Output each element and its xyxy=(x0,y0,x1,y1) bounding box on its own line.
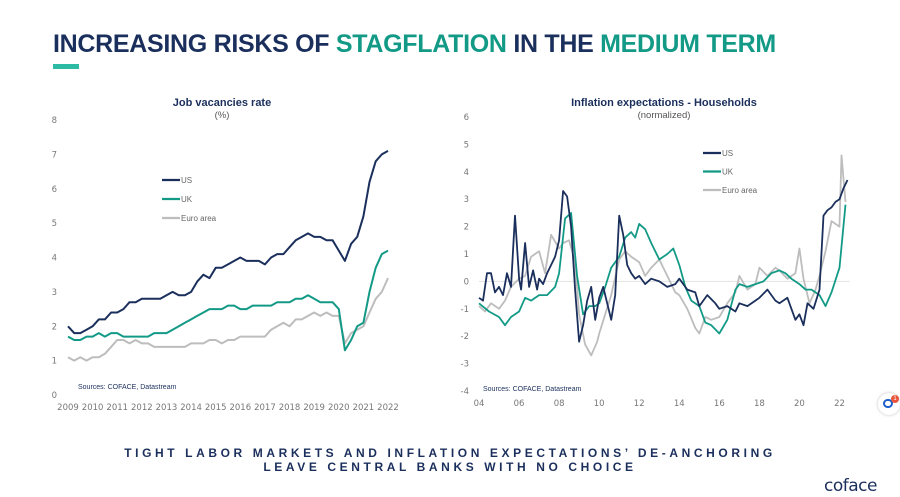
series-line-us xyxy=(67,150,389,335)
x-tick-label: 2020 xyxy=(328,403,350,413)
legend-label: Euro area xyxy=(181,214,217,223)
x-tick-label: 2011 xyxy=(106,403,128,413)
x-tick-label: 04 xyxy=(474,399,485,409)
notification-badge: 1 xyxy=(891,395,899,403)
y-tick-label: 3 xyxy=(464,195,469,205)
x-tick-label: 2018 xyxy=(279,403,301,413)
y-tick-label: 2 xyxy=(464,223,469,233)
chat-widget-button[interactable]: 1 xyxy=(878,393,900,415)
y-tick-label: 0 xyxy=(52,391,57,401)
series-line-uk xyxy=(478,204,847,335)
series-line-us xyxy=(478,179,849,343)
chat-icon xyxy=(883,399,893,408)
x-tick-label: 2015 xyxy=(205,403,227,413)
legend-label: UK xyxy=(181,195,193,204)
legend-label: Euro area xyxy=(722,186,758,195)
title-part-accent: STAGFLATION xyxy=(335,30,507,58)
y-tick-label: 8 xyxy=(52,116,57,126)
y-tick-label: 6 xyxy=(464,113,469,123)
title-part: IN THE xyxy=(506,30,601,58)
chart-title: Job vacancies rate xyxy=(173,97,271,109)
x-tick-label: 10 xyxy=(594,399,605,409)
title-part-accent: MEDIUM TERM xyxy=(600,30,776,58)
x-tick-label: 12 xyxy=(634,399,645,409)
chart-subtitle: (normalized) xyxy=(638,110,691,121)
x-tick-label: 14 xyxy=(674,399,685,409)
y-tick-label: 1 xyxy=(52,357,57,367)
chart-source-note: Sources: COFACE, Datastream xyxy=(483,386,582,393)
x-tick-label: 2019 xyxy=(303,403,325,413)
y-tick-label: -2 xyxy=(461,332,469,342)
y-tick-label: 4 xyxy=(464,168,469,178)
x-tick-label: 2016 xyxy=(229,403,251,413)
y-tick-label: 5 xyxy=(464,140,469,150)
y-tick-label: 6 xyxy=(52,185,57,195)
series-line-uk xyxy=(67,249,389,352)
series-line-euro-area xyxy=(478,154,847,357)
series-line-euro-area xyxy=(67,277,389,362)
x-tick-label: 18 xyxy=(754,399,765,409)
y-tick-label: 2 xyxy=(52,322,57,332)
y-tick-label: 5 xyxy=(52,219,57,229)
x-tick-label: 2014 xyxy=(180,403,202,413)
y-tick-label: 7 xyxy=(52,150,57,160)
page-title: INCREASING RISKS OF STAGFLATION IN THE M… xyxy=(53,30,776,59)
chart-source-note: Sources: COFACE, Datastream xyxy=(78,384,177,391)
x-tick-label: 16 xyxy=(714,399,725,409)
footer-caption: TIGHT LABOR MARKETS AND INFLATION EXPECT… xyxy=(0,446,900,474)
title-underline-bar xyxy=(53,64,79,69)
legend-label: UK xyxy=(722,168,734,177)
x-tick-label: 2010 xyxy=(82,403,104,413)
inflation-expectations-chart: Inflation expectations - Households(norm… xyxy=(461,97,850,409)
chart-title: Inflation expectations - Households xyxy=(571,97,757,109)
legend-label: US xyxy=(181,176,192,185)
footer-line-2: LEAVE CENTRAL BANKS WITH NO CHOICE xyxy=(263,460,637,474)
x-tick-label: 2009 xyxy=(57,403,79,413)
y-tick-label: 3 xyxy=(52,288,57,298)
x-tick-label: 08 xyxy=(554,399,565,409)
x-tick-label: 20 xyxy=(794,399,805,409)
chart-subtitle: (%) xyxy=(215,110,230,121)
x-tick-label: 2012 xyxy=(131,403,153,413)
y-tick-label: -3 xyxy=(461,360,469,370)
x-tick-label: 2021 xyxy=(353,403,375,413)
legend-label: US xyxy=(722,149,733,158)
footer-line-1: TIGHT LABOR MARKETS AND INFLATION EXPECT… xyxy=(124,446,776,460)
y-tick-label: -4 xyxy=(461,387,469,397)
x-tick-label: 2013 xyxy=(156,403,178,413)
x-tick-label: 2022 xyxy=(377,403,399,413)
x-tick-label: 22 xyxy=(834,399,845,409)
x-tick-label: 2017 xyxy=(254,403,276,413)
y-tick-label: 0 xyxy=(464,277,469,287)
title-part: INCREASING RISKS OF xyxy=(53,30,336,58)
y-tick-label: 4 xyxy=(52,254,57,264)
x-tick-label: 06 xyxy=(514,399,525,409)
y-tick-label: -1 xyxy=(461,305,469,315)
coface-logo: coface xyxy=(824,476,877,496)
y-tick-label: 1 xyxy=(464,250,469,260)
